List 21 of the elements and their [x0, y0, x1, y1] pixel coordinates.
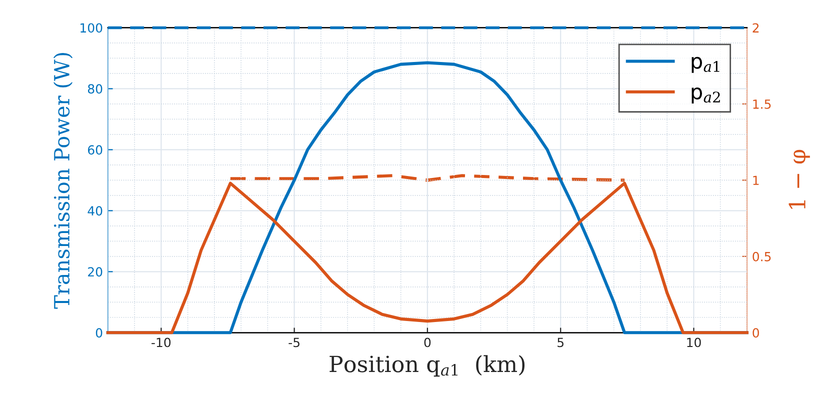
y-tick-label: 60 — [88, 145, 102, 155]
legend-label: p$_{a2}$ — [692, 88, 720, 104]
y2-tick-label: 0.5 — [752, 252, 771, 262]
text: Position q$_{a1}$ (km) — [330, 355, 525, 377]
y-tick-label: 100 — [80, 23, 102, 33]
y-tick-label: 40 — [88, 206, 102, 216]
x-tick-label: 10 — [687, 338, 701, 348]
y2-tick-label: 1.5 — [753, 100, 771, 109]
x-tick-label: -5 — [288, 338, 300, 348]
y2-tick-label: 0 — [752, 328, 759, 338]
x-tick-label: 0 — [424, 338, 431, 348]
y2-tick-label: 2 — [752, 23, 759, 32]
y-tick-label: 20 — [88, 267, 102, 277]
y2-tick-label: 1 — [753, 176, 759, 185]
x-tick-label: 5 — [558, 338, 564, 348]
y-axis-title: Transmission Power (W) — [53, 53, 73, 309]
legend-label: p$_{a1}$ — [692, 56, 720, 73]
y-tick-label: 0 — [96, 328, 102, 338]
x-tick-label: -10 — [152, 338, 171, 348]
y2-axis-title: 1 − φ — [788, 150, 810, 209]
y-tick-label: 80 — [88, 84, 102, 94]
